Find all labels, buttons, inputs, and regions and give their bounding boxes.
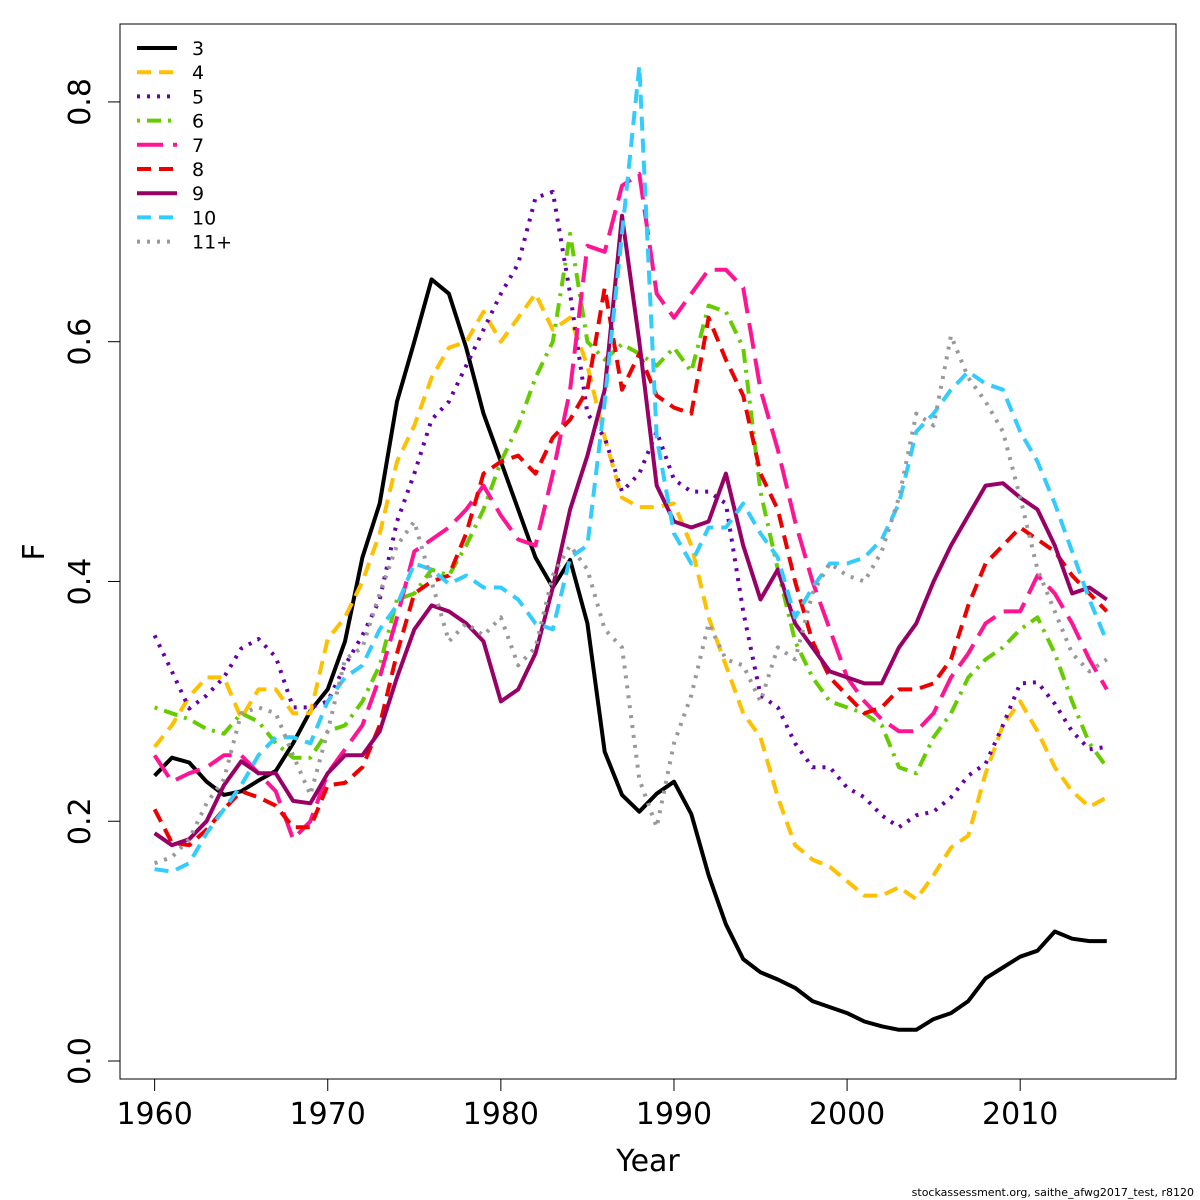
legend-item: 10 bbox=[137, 207, 216, 229]
legend-label: 10 bbox=[192, 207, 216, 229]
x-tick-label: 1990 bbox=[636, 1097, 712, 1132]
series-layer bbox=[152, 64, 1109, 1032]
legend-label: 7 bbox=[192, 135, 204, 157]
legend-item: 7 bbox=[137, 135, 204, 157]
y-axis-title: F bbox=[17, 543, 52, 560]
legend-label: 9 bbox=[192, 183, 204, 205]
legend-label: 6 bbox=[192, 111, 204, 133]
y-tick-label: 0.2 bbox=[63, 797, 98, 845]
y-tick-label: 0.0 bbox=[63, 1037, 98, 1085]
legend-label: 4 bbox=[192, 62, 204, 84]
y-tick-label: 0.6 bbox=[63, 318, 98, 366]
legend-label: 11+ bbox=[192, 232, 232, 254]
x-tick-label: 2010 bbox=[982, 1097, 1058, 1132]
legend-item: 4 bbox=[137, 62, 204, 84]
series-line-10 bbox=[154, 64, 1109, 874]
x-axis: 1960 1970 1980 1990 2000 2010 bbox=[116, 1078, 1058, 1132]
legend-item: 5 bbox=[137, 86, 204, 108]
x-tick-label: 2000 bbox=[809, 1097, 885, 1132]
series-line-9 bbox=[153, 213, 1108, 848]
legend-item: 3 bbox=[137, 38, 204, 60]
x-tick-label: 1960 bbox=[116, 1097, 192, 1132]
series-line-7 bbox=[152, 171, 1109, 842]
legend-item: 11+ bbox=[137, 232, 232, 254]
y-axis: 0.0 0.2 0.4 0.6 0.8 bbox=[63, 78, 121, 1085]
y-tick-label: 0.4 bbox=[63, 558, 98, 606]
legend-label: 5 bbox=[192, 86, 204, 108]
legend-item: 8 bbox=[137, 159, 204, 181]
credit-text: stockassessment.org, saithe_afwg2017_tes… bbox=[912, 1186, 1194, 1199]
legend-item: 9 bbox=[137, 183, 204, 205]
legend-label: 3 bbox=[192, 38, 204, 60]
y-tick-label: 0.8 bbox=[63, 78, 98, 126]
x-tick-label: 1970 bbox=[290, 1097, 366, 1132]
series-line-8 bbox=[152, 285, 1109, 848]
series-line-6 bbox=[153, 231, 1109, 776]
x-axis-title: Year bbox=[615, 1144, 680, 1179]
series-line-4 bbox=[153, 291, 1108, 902]
legend-label: 8 bbox=[192, 159, 204, 181]
legend-item: 6 bbox=[137, 111, 204, 133]
x-tick-label: 1980 bbox=[463, 1097, 539, 1132]
